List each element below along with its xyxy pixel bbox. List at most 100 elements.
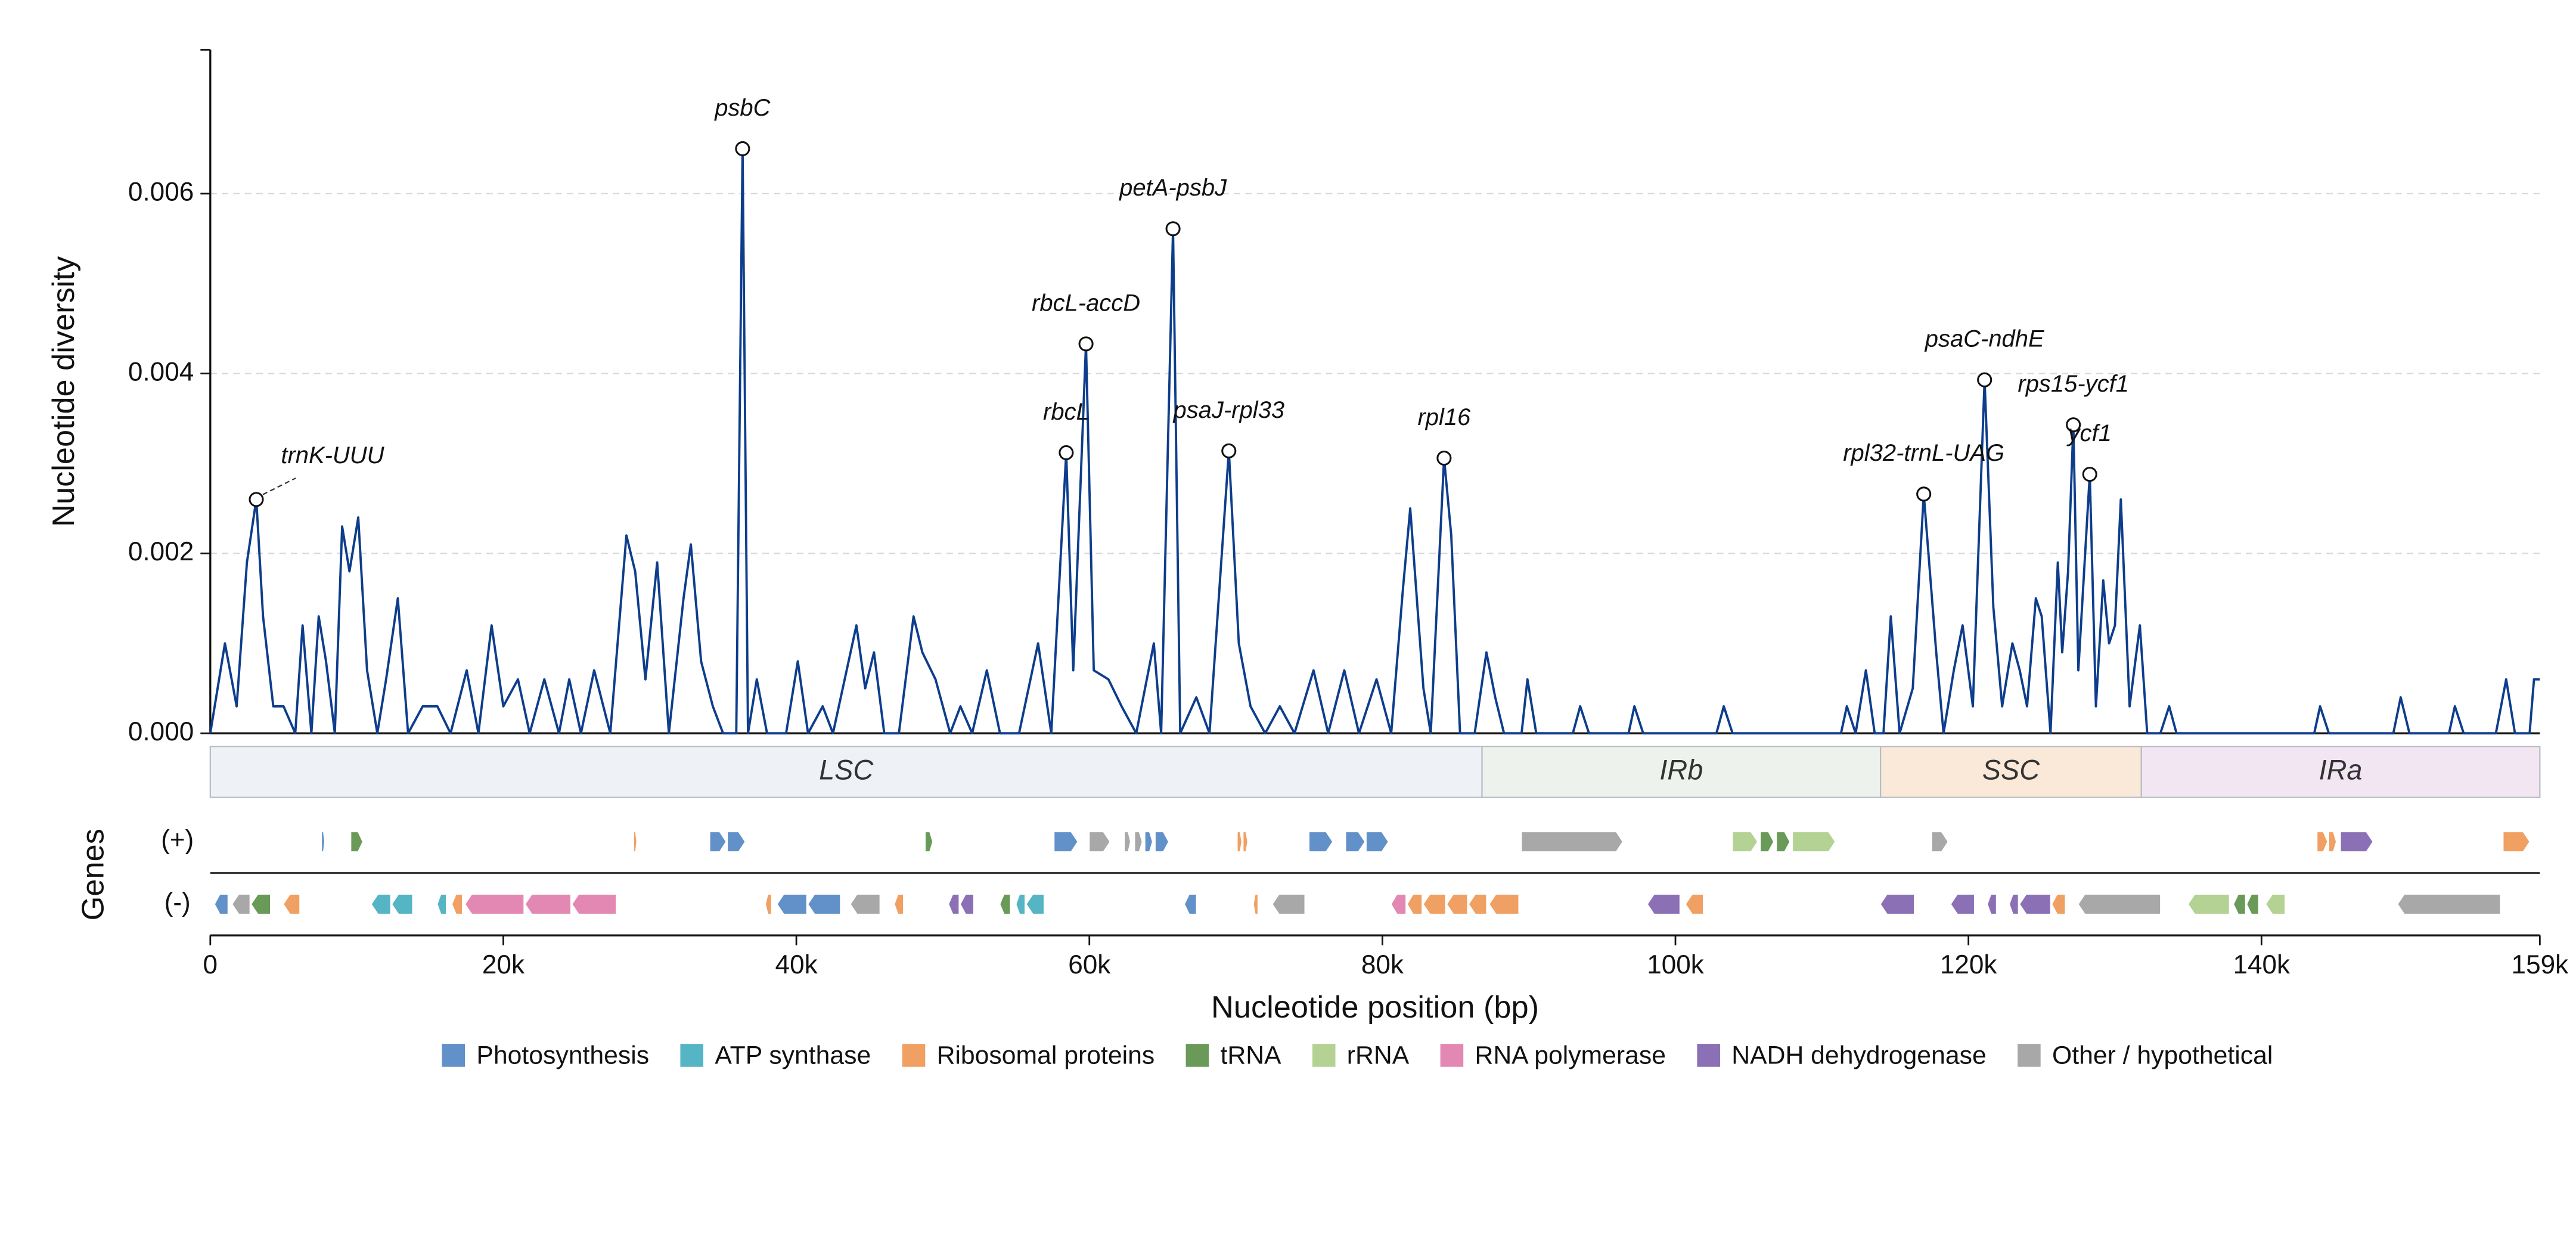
gene (808, 894, 841, 914)
gene (1134, 831, 1143, 852)
gene (2187, 894, 2230, 914)
gene (451, 894, 463, 914)
gene (1987, 894, 1997, 914)
gene (1407, 894, 1423, 914)
gene (1732, 831, 1758, 852)
gene (1792, 831, 1836, 852)
peak-marker (1078, 336, 1094, 352)
x-tick-label: 80k (1361, 950, 1404, 979)
x-tick-label: 100k (1647, 950, 1705, 979)
peak-marker (1916, 486, 1932, 502)
region-label: IRb (1659, 754, 1703, 785)
gene (727, 831, 746, 852)
legend-swatch (1312, 1044, 1336, 1067)
annotation: rbcL-accD (1032, 290, 1140, 316)
x-tick-label: 60k (1068, 950, 1111, 979)
gene (1000, 894, 1011, 914)
gene (1272, 894, 1305, 914)
x-tick-label: 40k (775, 950, 818, 979)
peak-marker (1165, 221, 1181, 237)
gene (1391, 894, 1407, 914)
legend-swatch (442, 1044, 465, 1067)
gene (464, 894, 524, 914)
gene (1124, 831, 1131, 852)
legend-label: ATP synthase (715, 1041, 871, 1069)
legend-label: Photosynthesis (476, 1041, 649, 1069)
legend-swatch (1185, 1044, 1209, 1067)
peak-marker (1059, 445, 1074, 460)
y-axis-title: Nucleotide diversity (46, 256, 81, 527)
gene (2233, 894, 2246, 914)
gene (1760, 831, 1774, 852)
y-tick-label: 0.006 (128, 178, 194, 207)
annotation: rps15-ycf1 (2018, 371, 2129, 397)
gene (1016, 894, 1026, 914)
gene (1489, 894, 1519, 914)
y-tick-label: 0.002 (128, 537, 194, 566)
gene (350, 831, 364, 852)
gene (633, 831, 637, 852)
annotation: psaC-ndhE (1925, 326, 2045, 352)
annotation-leader (262, 477, 296, 495)
region-label: SSC (1982, 754, 2040, 785)
gene (437, 894, 447, 914)
gene (2019, 894, 2051, 914)
gene (850, 894, 880, 914)
peak-marker (1221, 443, 1237, 458)
gene (2317, 831, 2328, 852)
gene (1521, 831, 1624, 852)
legend-swatch (680, 1044, 704, 1067)
gene (321, 831, 325, 852)
region-label: IRa (2319, 754, 2363, 785)
gene (765, 894, 772, 914)
gene (894, 894, 904, 914)
annotation: rpl16 (1417, 404, 1471, 430)
y-tick-label: 0.004 (128, 357, 194, 386)
gene (1154, 831, 1169, 852)
gene (1308, 831, 1333, 852)
peak-marker (2066, 417, 2081, 433)
gene (524, 894, 572, 914)
annotation: trnK-UUU (281, 442, 384, 469)
legend-swatch (1697, 1044, 1720, 1067)
region (209, 746, 1483, 798)
legend-label: NADH dehydrogenase (1731, 1041, 1986, 1069)
gene (1237, 831, 1242, 852)
gene (1950, 894, 1975, 914)
gene (2328, 831, 2337, 852)
region (1481, 746, 1882, 798)
y-tick-label: 0.000 (128, 717, 194, 746)
gene (948, 894, 960, 914)
annotation: petA-psbJ (1119, 175, 1227, 201)
gene (2265, 894, 2286, 914)
gene (2078, 894, 2161, 914)
gene (924, 831, 933, 852)
gene (777, 894, 807, 914)
gene (2503, 831, 2530, 852)
gene (1345, 831, 1365, 852)
gene (391, 894, 413, 914)
gene (250, 894, 271, 914)
gene (2340, 831, 2373, 852)
legend-label: tRNA (1220, 1041, 1281, 1069)
gene (1647, 894, 1680, 914)
legend-label: rRNA (1347, 1041, 1410, 1069)
gene (232, 894, 250, 914)
gene (1880, 894, 1915, 914)
gene (2246, 894, 2259, 914)
legend-label: Other / hypothetical (2052, 1041, 2273, 1069)
gene (1243, 831, 1248, 852)
diversity-line (209, 147, 2540, 735)
gene (709, 831, 727, 852)
legend-label: RNA polymerase (1475, 1041, 1666, 1069)
gene (2397, 894, 2501, 914)
x-tick-label: 120k (1940, 950, 1998, 979)
track-label: (-) (165, 888, 191, 917)
peak-marker (2082, 467, 2097, 482)
region (2140, 746, 2541, 798)
gene (2009, 894, 2019, 914)
gene (1144, 831, 1153, 852)
x-tick-label: 0 (203, 950, 218, 979)
annotation: psbC (714, 95, 771, 121)
